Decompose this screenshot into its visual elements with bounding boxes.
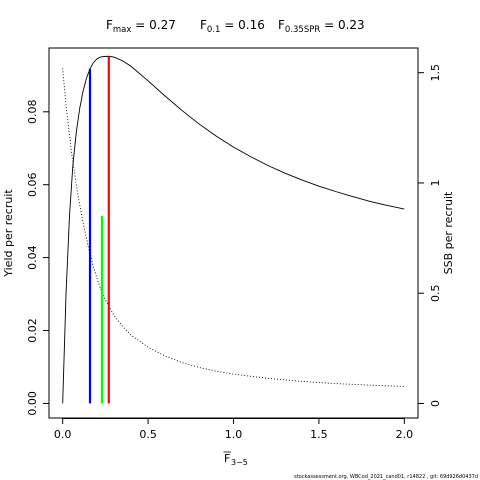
x-axis-label-main: F bbox=[224, 452, 230, 465]
x-tick-label: 1.5 bbox=[310, 428, 328, 441]
y-left-tick-label: 0.08 bbox=[26, 100, 39, 125]
x-tick-label: 0.5 bbox=[139, 428, 157, 441]
y-left-tick-label: 0.02 bbox=[26, 318, 39, 343]
title-fmax: Fmax = 0.27 bbox=[106, 18, 176, 35]
yield-per-recruit-line bbox=[62, 55, 405, 404]
x-axis-label: F 3−5 bbox=[223, 451, 248, 467]
y-left-tick-label: 0.00 bbox=[26, 391, 39, 416]
title-f01: F0.1 = 0.16 bbox=[200, 18, 265, 35]
y-right-tick-label: 1 bbox=[429, 179, 442, 186]
y-left-tick-label: 0.04 bbox=[26, 245, 39, 270]
axis-layer: 0.0 0.5 1.0 1.5 2.0 0.00 0.02 0.04 0.06 0.08 0 0.5 1… bbox=[26, 64, 442, 441]
y-axis-left-label: Yield per recruit bbox=[2, 189, 15, 278]
y-right-tick-label: 0 bbox=[429, 400, 442, 407]
x-axis-label-sub: 3−5 bbox=[231, 458, 248, 467]
y-right-tick-label: 0.5 bbox=[429, 284, 442, 302]
x-tick-label: 0.0 bbox=[54, 428, 72, 441]
title-fspr: F0.35SPR = 0.23 bbox=[278, 18, 365, 35]
plot-layer bbox=[62, 55, 405, 404]
chart-title: Fmax = 0.27 F0.1 = 0.16 F0.35SPR = 0.23 bbox=[106, 18, 365, 35]
ssb-per-recruit-line bbox=[62, 68, 405, 387]
plot-frame bbox=[48, 47, 419, 419]
x-tick-label: 1.0 bbox=[225, 428, 243, 441]
y-left-tick-label: 0.06 bbox=[26, 172, 39, 197]
y-right-tick-label: 1.5 bbox=[429, 64, 442, 82]
x-tick-label: 2.0 bbox=[396, 428, 414, 441]
y-axis-right-label: SSB per recruit bbox=[442, 191, 455, 274]
footer-source: stockassessment.org, WBCod_2021_cand01, … bbox=[294, 474, 478, 480]
